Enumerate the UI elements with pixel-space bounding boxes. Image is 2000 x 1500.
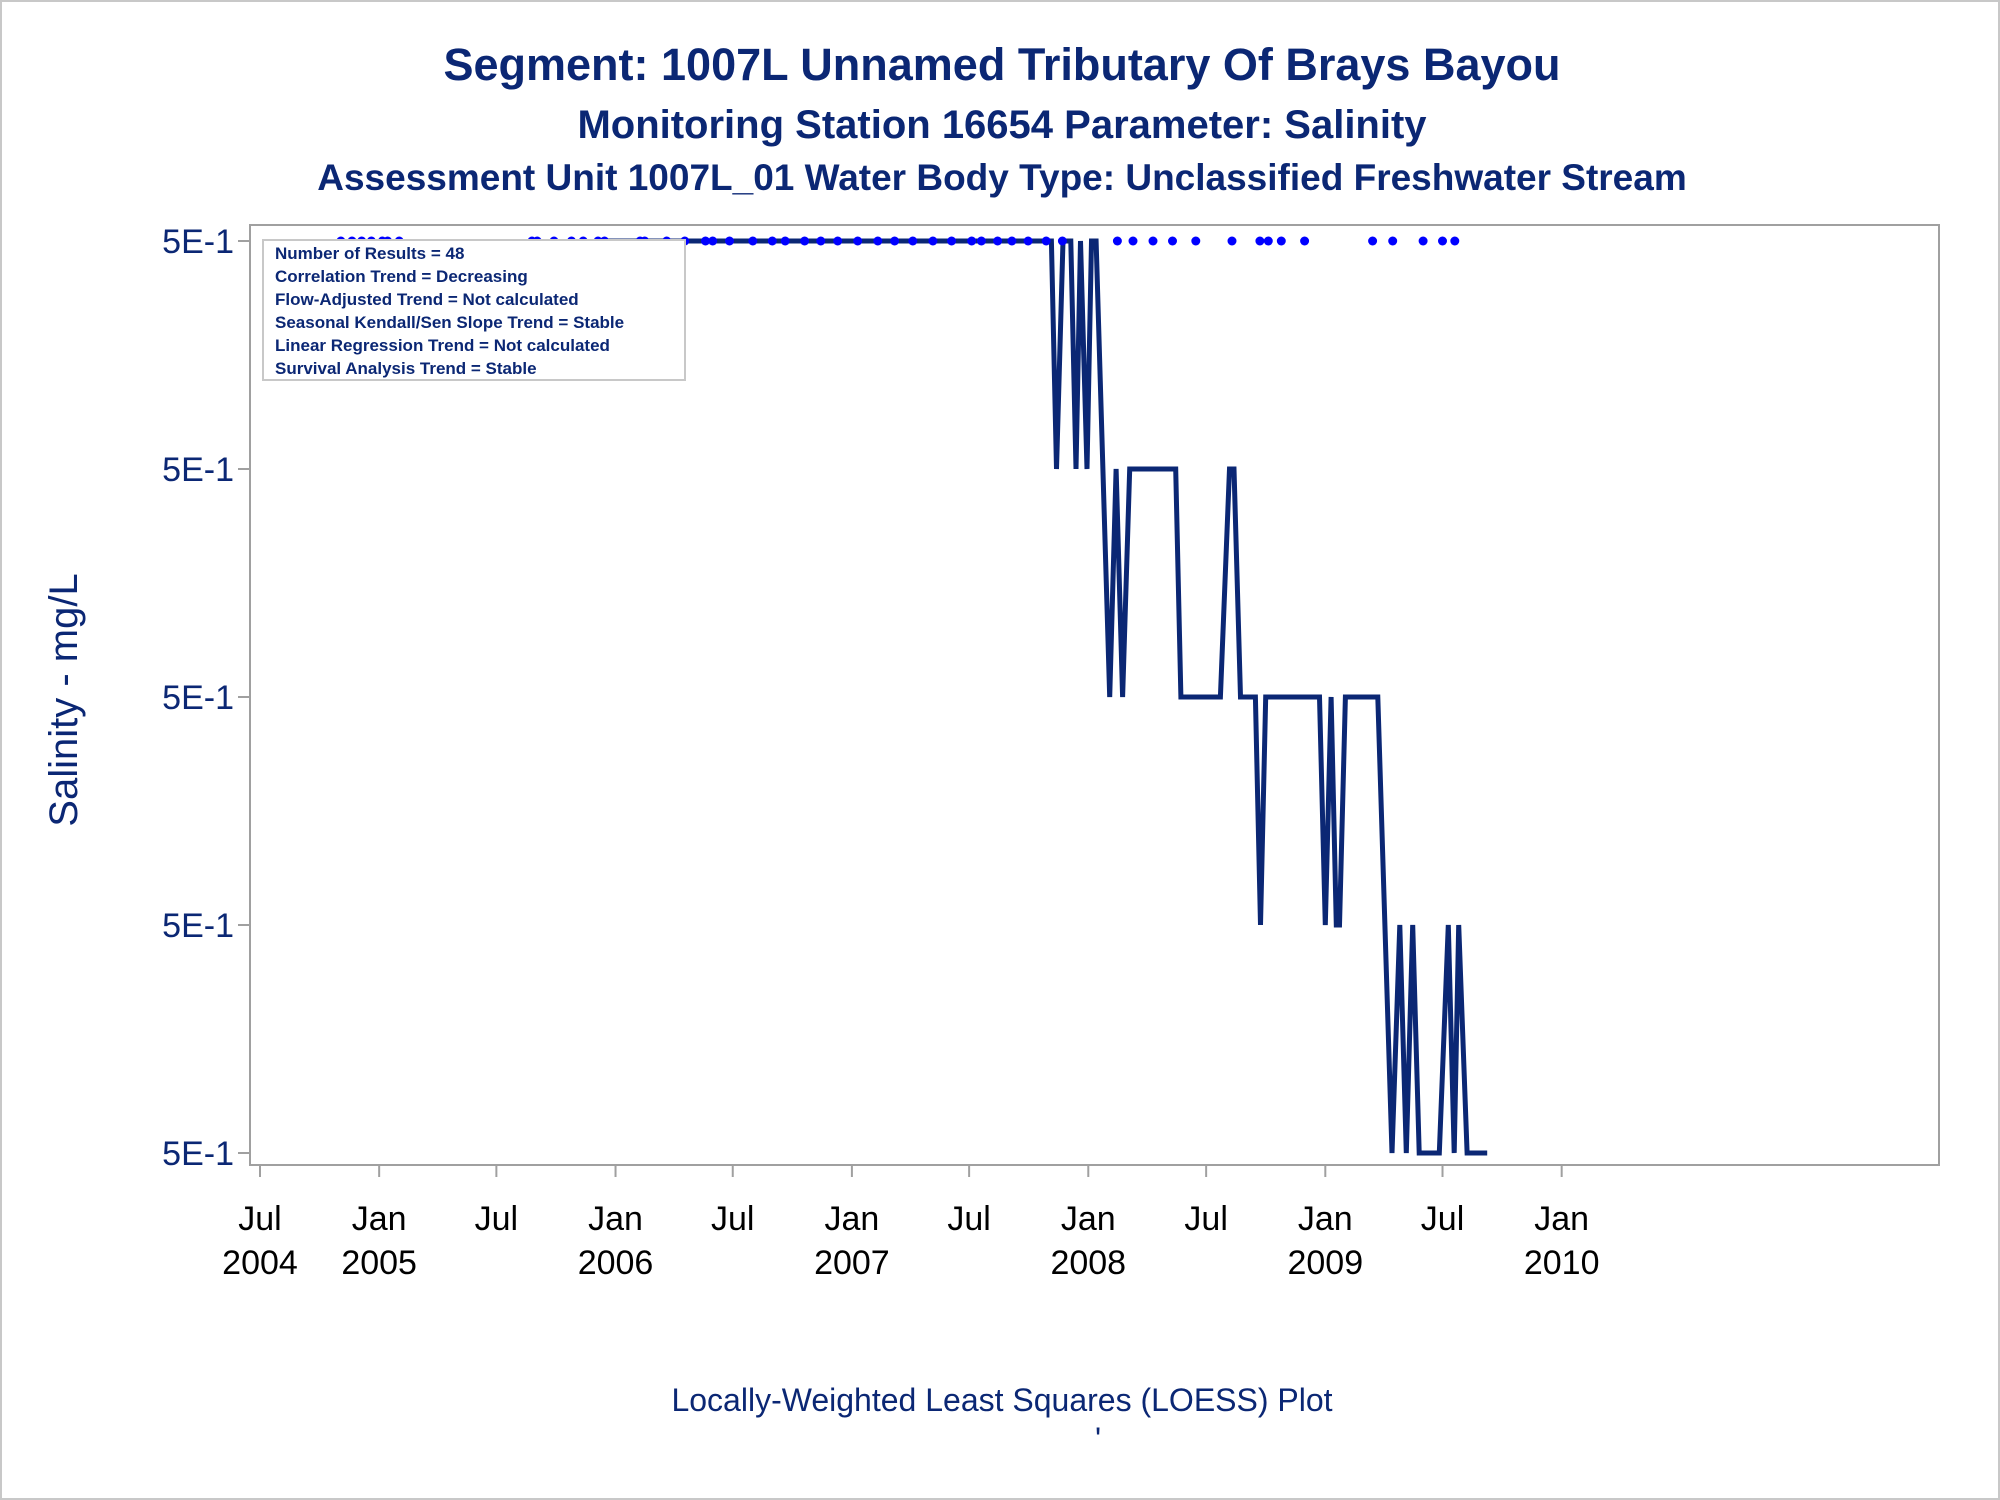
data-point xyxy=(1227,236,1237,246)
data-point xyxy=(1007,236,1017,246)
data-point xyxy=(993,236,1003,246)
data-point xyxy=(1057,236,1067,246)
data-point xyxy=(1388,236,1398,246)
data-point xyxy=(1148,236,1158,246)
data-point xyxy=(833,236,843,246)
data-point xyxy=(748,236,758,246)
data-point xyxy=(1168,236,1177,246)
data-point xyxy=(890,236,900,246)
stats-line: Correlation Trend = Decreasing xyxy=(275,267,528,286)
x-tick-month: Jul xyxy=(711,1200,754,1238)
data-point xyxy=(1128,236,1138,246)
data-point xyxy=(1276,236,1286,246)
y-axis-label: Salinity - mg/L xyxy=(42,573,86,826)
data-point xyxy=(1450,236,1460,246)
data-point xyxy=(1368,236,1378,246)
chart-title: Segment: 1007L Unnamed Tributary Of Bray… xyxy=(443,39,1560,90)
data-point xyxy=(767,236,777,246)
stats-line: Linear Regression Trend = Not calculated xyxy=(275,336,610,355)
chart-subtitle: Monitoring Station 16654 Parameter: Sali… xyxy=(577,103,1427,147)
data-point xyxy=(701,236,710,246)
data-point xyxy=(853,236,863,246)
data-point xyxy=(1041,236,1051,246)
data-point xyxy=(1438,236,1447,246)
stats-line: Number of Results = 48 xyxy=(275,244,464,263)
y-tick-label: 5E-1 xyxy=(162,1135,234,1173)
data-point xyxy=(1255,236,1265,246)
y-tick-label: 5E-1 xyxy=(162,451,234,489)
data-point xyxy=(967,236,977,246)
stats-legend: Number of Results = 48 Correlation Trend … xyxy=(262,239,686,381)
x-tick-year: 2010 xyxy=(1524,1244,1600,1282)
data-point xyxy=(708,236,718,246)
footer-caption: Locally-Weighted Least Squares (LOESS) P… xyxy=(671,1382,1332,1418)
data-point xyxy=(947,236,957,246)
x-tick-month: Jan xyxy=(1061,1200,1116,1238)
x-tick-month: Jan xyxy=(588,1200,643,1238)
loess-line xyxy=(595,238,1488,1156)
data-point xyxy=(816,236,826,246)
x-tick-month: Jan xyxy=(1534,1200,1589,1238)
y-tick-label: 5E-1 xyxy=(162,223,234,261)
x-tick-month: Jul xyxy=(238,1200,281,1238)
x-tick-year: 2007 xyxy=(814,1244,890,1282)
series-layer xyxy=(595,238,1488,1156)
data-point xyxy=(1263,236,1273,246)
data-point xyxy=(780,236,790,246)
stats-legend-box xyxy=(262,239,686,381)
x-tick-month: Jan xyxy=(824,1200,879,1238)
x-tick-month: Jan xyxy=(352,1200,407,1238)
y-tick-label: 5E-1 xyxy=(162,907,234,945)
x-tick-month: Jul xyxy=(947,1200,990,1238)
x-tick-year: 2006 xyxy=(578,1244,654,1282)
data-point xyxy=(800,236,810,246)
x-tick-year: 2009 xyxy=(1287,1244,1363,1282)
x-tick-year: 2008 xyxy=(1050,1244,1126,1282)
data-point xyxy=(1300,236,1310,246)
data-point xyxy=(1112,236,1122,246)
stats-line: Flow-Adjusted Trend = Not calculated xyxy=(275,290,579,309)
data-point xyxy=(1023,236,1033,246)
x-tick-month: Jul xyxy=(475,1200,518,1238)
plot-area xyxy=(249,224,1940,1166)
x-tick-month: Jan xyxy=(1298,1200,1353,1238)
data-point xyxy=(976,236,986,246)
y-tick-label: 5E-1 xyxy=(162,679,234,717)
data-point xyxy=(908,236,918,246)
data-point xyxy=(1418,236,1428,246)
data-point xyxy=(725,236,734,246)
x-tick-month: Jul xyxy=(1421,1200,1464,1238)
stats-line: Survival Analysis Trend = Stable xyxy=(275,359,537,378)
footer-mark: ' xyxy=(1095,1421,1101,1457)
x-tick-year: 2004 xyxy=(222,1244,298,1282)
x-axis: Jul 2004 Jan 2005 Jul Jan 2006 Jul Jan 2007 Jul Jan… xyxy=(222,1165,1599,1282)
y-axis: 5E-1 5E-1 5E-1 5E-1 5E-1 xyxy=(162,223,250,1173)
data-point xyxy=(1191,236,1201,246)
x-tick-year: 2005 xyxy=(341,1244,417,1282)
data-point xyxy=(928,236,938,246)
chart-subtitle-2: Assessment Unit 1007L_01 Water Body Type… xyxy=(317,157,1687,198)
stats-line: Seasonal Kendall/Sen Slope Trend = Stabl… xyxy=(275,313,624,332)
data-point xyxy=(873,236,883,246)
x-tick-month: Jul xyxy=(1184,1200,1227,1238)
